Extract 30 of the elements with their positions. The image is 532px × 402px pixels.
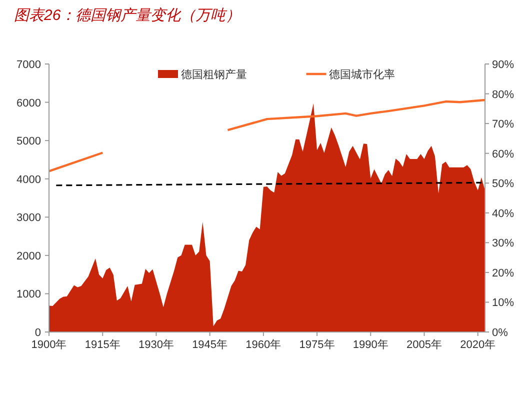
y-tick-label: 2000: [16, 250, 41, 262]
y-tick-label: 1000: [16, 288, 41, 301]
y-tick-label: 7000: [16, 59, 41, 71]
x-tick-label: 1960年: [246, 339, 282, 351]
x-tick-label: 1930年: [138, 339, 174, 351]
y2-tick-label: 0%: [492, 327, 508, 339]
y2-tick-label: 20%: [492, 267, 514, 280]
y-tick-label: 6000: [16, 97, 41, 110]
y-tick-label: 4000: [16, 174, 41, 186]
y2-tick-label: 80%: [492, 88, 514, 101]
x-tick-label: 2005年: [406, 339, 442, 351]
x-tick-label: 2020年: [460, 339, 496, 351]
x-tick-label: 1975年: [299, 339, 335, 351]
y-tick-label: 3000: [16, 212, 41, 224]
x-tick-label: 1990年: [352, 339, 388, 351]
x-tick-label: 1915年: [84, 339, 120, 351]
legend-label: 德国城市化率: [329, 68, 396, 81]
y2-tick-label: 50%: [492, 178, 514, 190]
y2-tick-label: 40%: [492, 208, 514, 220]
y-tick-label: 0: [34, 327, 41, 339]
legend-label: 德国粗钢产量: [181, 68, 247, 81]
x-tick-label: 1945年: [192, 339, 228, 351]
y2-tick-label: 60%: [492, 148, 514, 160]
x-tick-label: 1900年: [31, 339, 67, 351]
chart-title: 图表26：德国钢产量变化（万吨）: [14, 7, 241, 24]
y2-tick-label: 90%: [492, 59, 514, 71]
y2-tick-label: 10%: [492, 297, 514, 310]
y-tick-label: 5000: [16, 136, 41, 148]
y2-tick-label: 30%: [492, 238, 514, 250]
y2-tick-label: 70%: [492, 118, 514, 131]
